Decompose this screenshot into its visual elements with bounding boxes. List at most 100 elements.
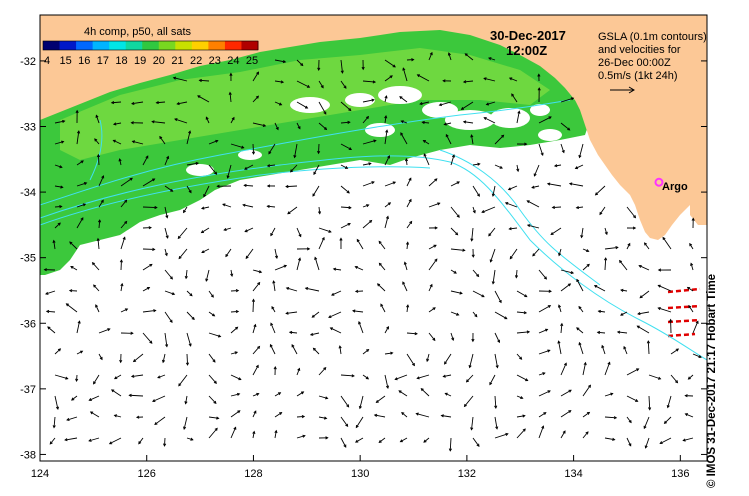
velocity-arrow <box>406 199 412 208</box>
velocity-arrowhead <box>340 70 344 74</box>
velocity-arrow <box>516 290 527 298</box>
velocity-arrowhead <box>632 226 637 230</box>
velocity-arrowhead <box>561 149 565 154</box>
velocity-arrowhead <box>686 286 691 290</box>
velocity-arrow <box>164 311 173 323</box>
velocity-arrowhead <box>445 133 449 138</box>
velocity-arrowhead <box>442 374 446 378</box>
velocity-arrowhead <box>356 238 360 243</box>
velocity-arrow <box>560 323 563 334</box>
velocity-arrow <box>119 158 122 166</box>
x-tick-label: 126 <box>138 468 156 480</box>
velocity-arrow <box>450 154 455 166</box>
y-tick-label: -35 <box>20 253 36 265</box>
velocity-arrowhead <box>306 247 311 251</box>
velocity-arrow <box>208 395 217 404</box>
velocity-arrow <box>120 199 127 208</box>
velocity-arrowhead <box>323 416 328 420</box>
velocity-arrow <box>465 53 474 61</box>
velocity-arrow <box>384 59 396 68</box>
velocity-arrow <box>76 321 80 334</box>
velocity-arrowhead <box>684 394 688 398</box>
velocity-arrow <box>509 248 518 259</box>
velocity-arrowhead <box>282 59 287 64</box>
velocity-arrow <box>245 248 254 259</box>
velocity-arrowhead <box>257 345 261 350</box>
velocity-arrowhead <box>508 77 513 81</box>
velocity-arrowhead <box>368 162 372 166</box>
velocity-arrow <box>230 117 235 124</box>
velocity-arrowhead <box>288 330 293 335</box>
velocity-arrow <box>505 202 518 208</box>
velocity-arrowhead <box>226 175 230 179</box>
velocity-arrow <box>441 415 452 418</box>
colorbar-tick-label: 25 <box>246 55 258 67</box>
velocity-arrowhead <box>514 275 519 279</box>
velocity-arrow <box>560 97 574 103</box>
velocity-arrow <box>95 304 100 313</box>
velocity-arrowhead <box>568 389 572 393</box>
velocity-arrow <box>604 416 617 419</box>
velocity-arrowhead <box>390 351 394 355</box>
velocity-arrow <box>604 246 618 250</box>
velocity-arrow <box>683 437 694 441</box>
velocity-arrowhead <box>412 362 415 367</box>
velocity-arrow <box>208 290 214 298</box>
velocity-arrow <box>401 412 408 418</box>
velocity-arrowhead <box>481 210 485 214</box>
velocity-arrow <box>252 143 255 154</box>
velocity-arrow <box>601 345 606 355</box>
velocity-arrow <box>92 262 100 271</box>
velocity-arrow <box>527 224 540 229</box>
velocity-arrowhead <box>198 78 202 83</box>
velocity-arrow <box>270 323 276 334</box>
velocity-arrowhead <box>351 374 355 378</box>
velocity-arrowhead <box>145 155 149 159</box>
velocity-arrowhead <box>615 246 619 250</box>
velocity-arrow <box>384 75 393 82</box>
velocity-arrowhead <box>184 275 188 280</box>
velocity-arrow <box>604 393 613 397</box>
velocity-arrowhead <box>578 154 582 159</box>
velocity-arrow <box>376 395 386 403</box>
velocity-arrow <box>450 248 465 251</box>
velocity-arrow <box>648 374 661 380</box>
velocity-arrow <box>252 122 266 127</box>
velocity-arrowhead <box>291 344 295 348</box>
velocity-arrowhead <box>306 84 311 88</box>
velocity-arrow <box>53 240 56 250</box>
velocity-arrowhead <box>231 116 235 121</box>
velocity-arrowhead <box>270 322 274 326</box>
velocity-arrow <box>296 122 301 129</box>
velocity-arrowhead <box>540 152 544 157</box>
velocity-arrowhead <box>593 285 598 288</box>
velocity-arrowhead <box>657 284 661 288</box>
velocity-arrowhead <box>405 241 410 245</box>
velocity-arrowhead <box>520 396 524 400</box>
velocity-arrow <box>274 248 278 259</box>
velocity-arrowhead <box>402 67 406 71</box>
velocity-arrowhead <box>130 374 135 378</box>
velocity-arrowhead <box>317 67 321 71</box>
velocity-arrowhead <box>130 121 134 125</box>
velocity-arrow <box>164 269 173 280</box>
velocity-arrowhead <box>80 217 84 221</box>
velocity-arrow <box>64 437 78 441</box>
x-tick-label: 134 <box>564 468 582 480</box>
velocity-arrowhead <box>230 273 234 277</box>
velocity-arrowhead <box>49 441 53 445</box>
velocity-arrow <box>384 130 388 145</box>
velocity-arrowhead <box>165 344 169 348</box>
velocity-arrow <box>252 71 259 82</box>
velocity-arrowhead <box>339 237 343 241</box>
velocity-arrow <box>558 305 562 313</box>
velocity-arrowhead <box>682 438 686 442</box>
velocity-arrow <box>639 290 650 299</box>
velocity-arrow <box>340 223 351 229</box>
velocity-arrowhead <box>183 209 186 214</box>
velocity-arrow <box>538 116 552 124</box>
velocity-arrowhead <box>235 289 240 293</box>
velocity-arrow <box>538 372 545 376</box>
velocity-arrow <box>340 185 350 194</box>
velocity-arrow <box>186 131 191 145</box>
